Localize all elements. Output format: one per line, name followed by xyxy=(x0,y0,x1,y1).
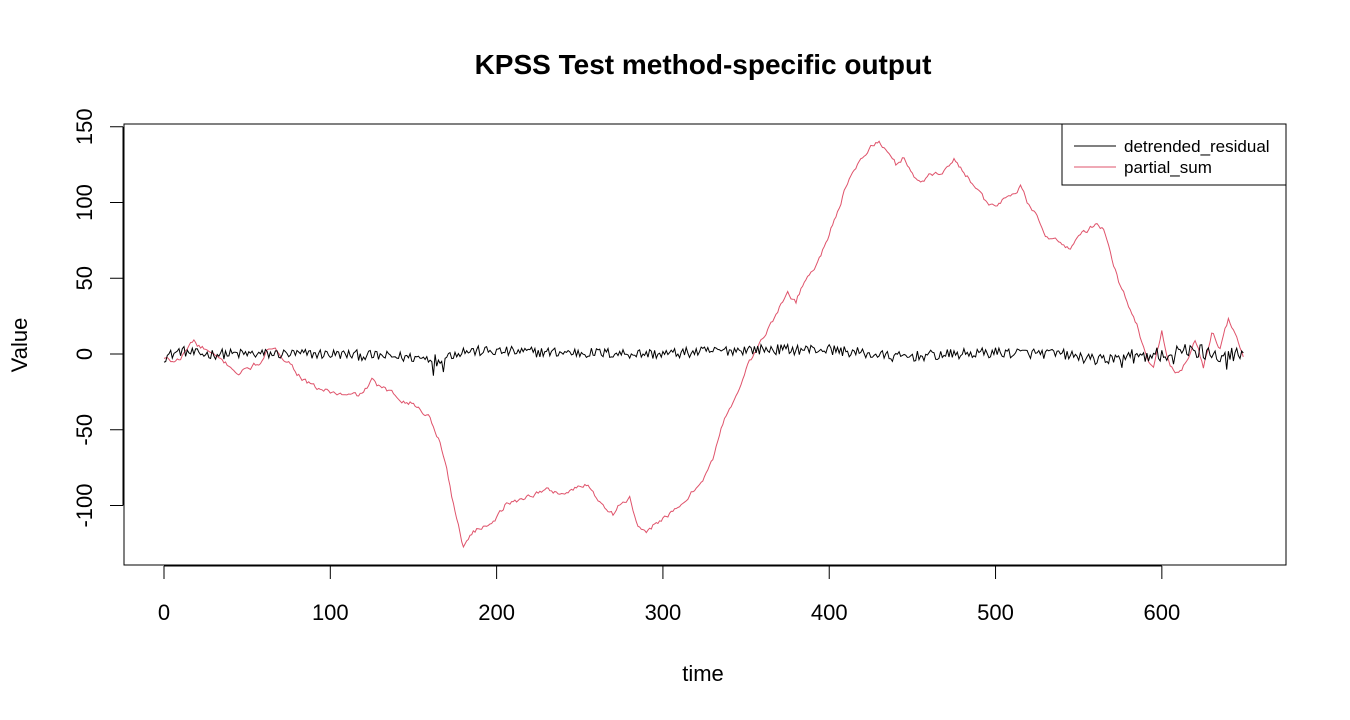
x-axis-label: time xyxy=(682,661,724,686)
legend-label-partial-sum: partial_sum xyxy=(1124,158,1212,177)
y-tick-label: 100 xyxy=(72,184,97,221)
series-line-partial-sum xyxy=(163,140,1244,549)
series-layer xyxy=(163,140,1244,549)
series-line-detrended-residual xyxy=(163,342,1244,376)
y-tick-label: 0 xyxy=(72,348,97,360)
chart-title: KPSS Test method-specific output xyxy=(475,49,932,80)
y-axis-label: Value xyxy=(7,318,32,373)
y-tick-label: 150 xyxy=(72,108,97,145)
y-tick-label: 50 xyxy=(72,266,97,290)
x-tick-label: 600 xyxy=(1143,600,1180,625)
x-tick-label: 400 xyxy=(811,600,848,625)
legend-label-detrended-residual: detrended_residual xyxy=(1124,137,1270,156)
x-tick-label: 200 xyxy=(478,600,515,625)
x-tick-label: 0 xyxy=(158,600,170,625)
x-tick-label: 300 xyxy=(645,600,682,625)
x-tick-label: 500 xyxy=(977,600,1014,625)
y-axis: -100 -50 0 50 100 150 xyxy=(72,108,124,528)
y-tick-label: -100 xyxy=(72,483,97,527)
legend-box xyxy=(1061,123,1287,186)
x-tick-label: 100 xyxy=(312,600,349,625)
legend: detrended_residual partial_sum xyxy=(1061,123,1287,186)
plot-box xyxy=(123,123,1287,566)
x-axis: 0 100 200 300 400 500 600 xyxy=(158,565,1180,625)
y-tick-label: -50 xyxy=(72,414,97,446)
